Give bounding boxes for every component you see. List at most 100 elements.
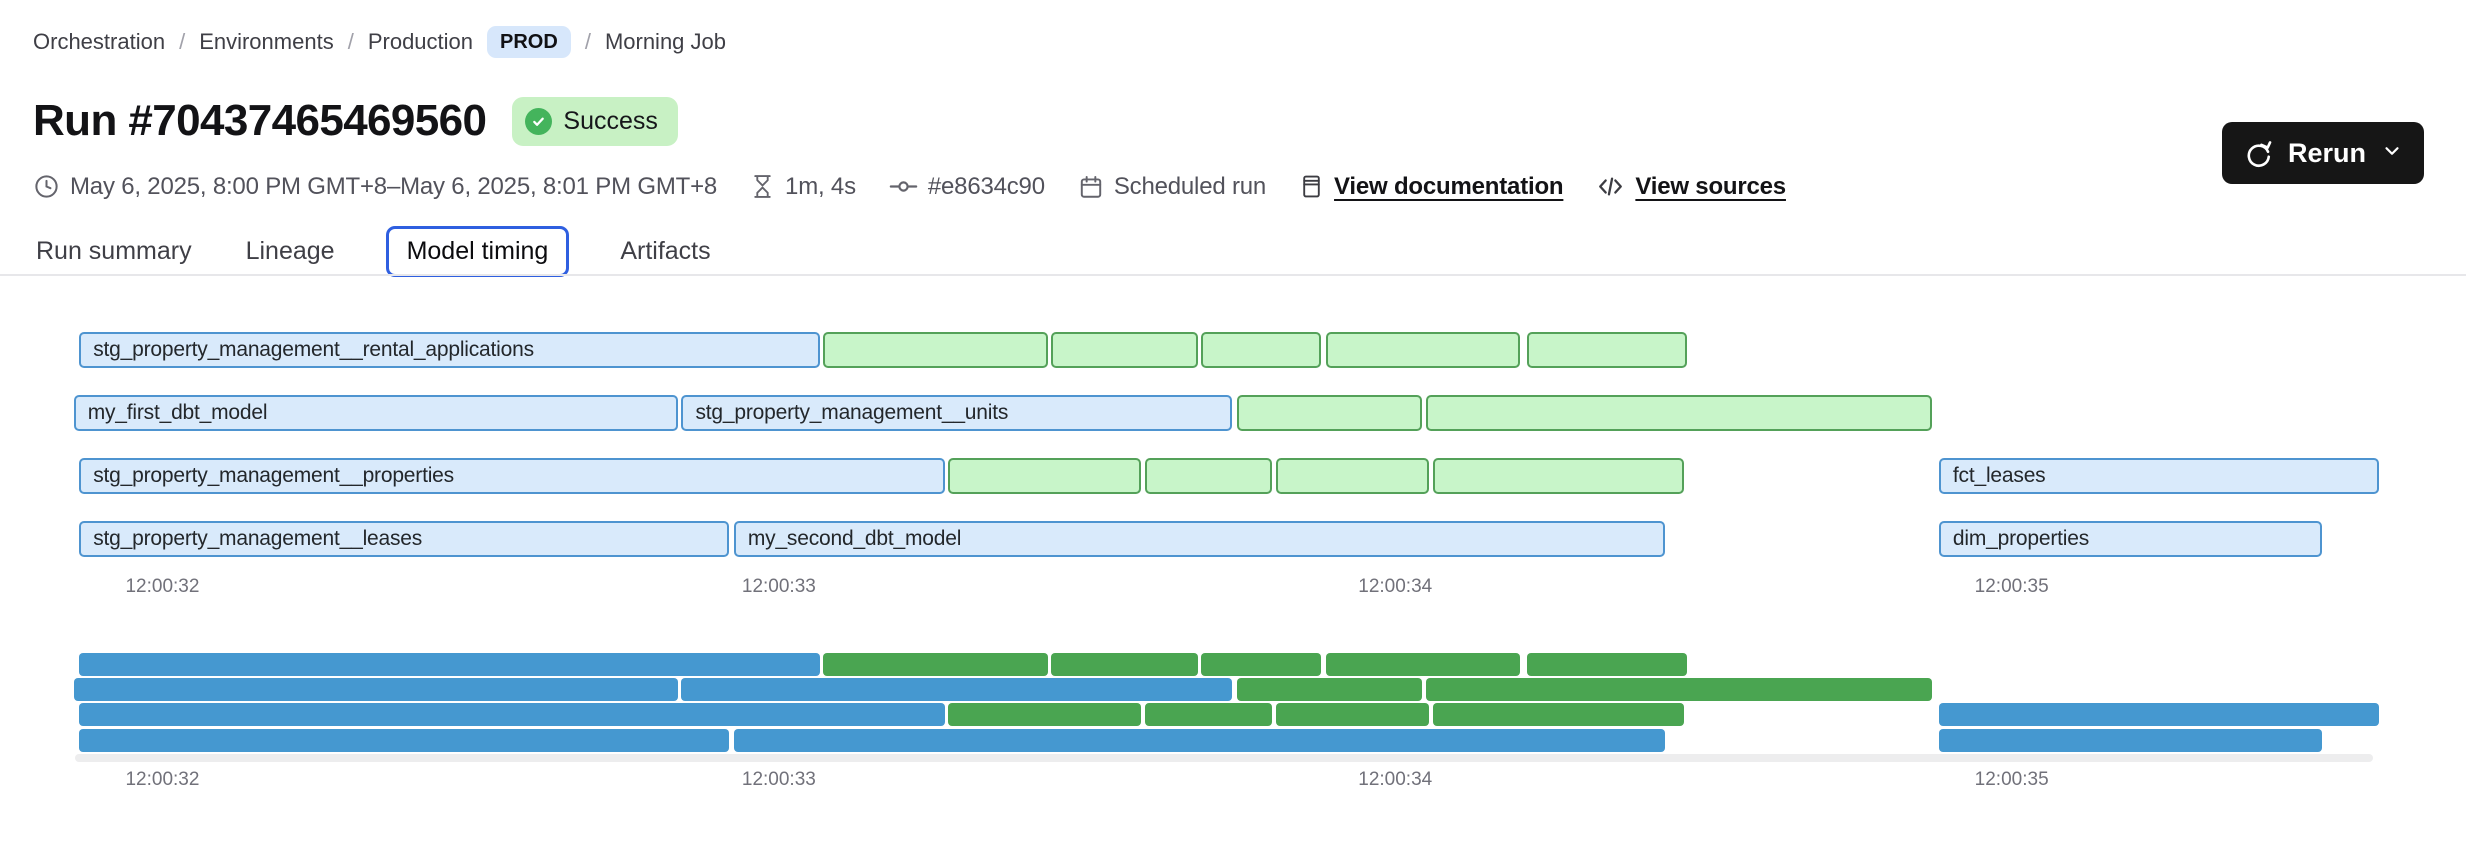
minimap-row <box>70 678 2400 702</box>
gantt-axis-tick: 12:00:32 <box>125 576 200 597</box>
minimap-row <box>70 653 2400 676</box>
breadcrumb-current: Morning Job <box>604 29 727 54</box>
tabs-divider <box>0 274 2466 276</box>
minimap-bar <box>1433 703 1685 727</box>
gantt-bar-stg_property_management__units[interactable]: stg_property_management__units <box>681 395 1232 431</box>
gantt-bar-label: my_second_dbt_model <box>747 527 962 550</box>
rerun-button[interactable]: Rerun <box>2221 122 2424 184</box>
meta-item-hourglass: 1m, 4s <box>750 173 856 201</box>
gantt-bar-label: my_first_dbt_model <box>87 401 268 424</box>
breadcrumb-separator: / <box>179 29 186 54</box>
gantt-bar-label: stg_property_management__units <box>695 401 1009 424</box>
minimap-bar <box>1326 653 1521 676</box>
minimap-bar <box>1426 678 1932 702</box>
minimap-bar <box>1050 653 1198 676</box>
breadcrumb-link-production[interactable]: Production <box>367 29 474 54</box>
meta-text: View documentation <box>1334 172 1564 200</box>
calendar-icon <box>1078 174 1104 200</box>
breadcrumb-separator: / <box>584 29 591 54</box>
gantt-bar-label: stg_property_management__leases <box>93 527 423 550</box>
minimap-row <box>70 728 2400 752</box>
minimap-bar <box>1938 703 2380 727</box>
document-icon <box>1299 174 1324 199</box>
minimap-bar <box>73 678 678 702</box>
gantt-bar[interactable] <box>1426 395 1932 431</box>
gantt-bar-label: dim_properties <box>1952 527 2090 550</box>
gantt-row: stg_property_management__properties fct_l… <box>70 458 2400 494</box>
gantt-bar[interactable] <box>947 458 1142 494</box>
gantt-bar[interactable] <box>1326 332 1521 368</box>
code-icon <box>1596 172 1625 201</box>
minimap-bar <box>1938 728 2322 752</box>
minimap-bar <box>733 728 1665 752</box>
gantt-time-axis: 12:00:32 12:00:33 12:00:34 12:00:35 <box>70 576 2400 600</box>
minimap-time-axis: 12:00:32 12:00:33 12:00:34 12:00:35 <box>70 769 2400 793</box>
success-check-icon <box>525 107 553 135</box>
breadcrumb-link-environments[interactable]: Environments <box>199 29 334 54</box>
minimap-bar <box>1526 653 1688 676</box>
gantt-bar-label: fct_leases <box>1952 464 2046 487</box>
meta-text: View sources <box>1635 172 1786 200</box>
gantt-bar-my_first_dbt_model[interactable]: my_first_dbt_model <box>73 395 678 431</box>
gantt-bar[interactable] <box>1145 458 1272 494</box>
tab-run-summary[interactable]: Run summary <box>36 237 192 265</box>
meta-text: 1m, 4s <box>785 172 856 200</box>
minimap-bar <box>1236 678 1423 702</box>
environment-badge: PROD <box>487 26 571 58</box>
gantt-bar[interactable] <box>822 332 1049 368</box>
meta-item-document[interactable]: View documentation <box>1299 172 1564 201</box>
gantt-bar-stg_property_management__leases[interactable]: stg_property_management__leases <box>79 521 729 557</box>
hourglass-icon <box>750 174 775 199</box>
gantt-bar-stg_property_management__rental_applications[interactable]: stg_property_management__rental_applicat… <box>79 332 820 368</box>
gantt-bar-label: stg_property_management__properties <box>93 464 454 487</box>
minimap-row <box>70 703 2400 727</box>
minimap-axis-tick: 12:00:32 <box>125 769 200 790</box>
meta-item-commit: #e8634c90 <box>889 172 1045 201</box>
clock-icon <box>33 173 60 200</box>
commit-icon <box>889 172 918 201</box>
gantt-bar-dim_properties[interactable]: dim_properties <box>1938 521 2322 557</box>
minimap-bar <box>822 653 1049 676</box>
minimap-axis-tick: 12:00:33 <box>741 769 816 790</box>
tab-lineage[interactable]: Lineage <box>245 237 335 265</box>
minimap-scroll-track[interactable] <box>75 754 2373 762</box>
minimap-bar <box>79 703 945 727</box>
run-title-text: Run #70437465469560 <box>33 96 487 145</box>
minimap-axis-tick: 12:00:35 <box>1974 769 2049 790</box>
gantt-bar-stg_property_management__properties[interactable]: stg_property_management__properties <box>79 458 945 494</box>
gantt-axis-tick: 12:00:34 <box>1358 576 1433 597</box>
gantt-bar[interactable] <box>1526 332 1688 368</box>
gantt-bar[interactable] <box>1433 458 1685 494</box>
refresh-icon <box>2243 138 2273 168</box>
gantt-bar-label: stg_property_management__rental_applicat… <box>93 338 534 361</box>
meta-item-clock: May 6, 2025, 8:00 PM GMT+8–May 6, 2025, … <box>33 173 717 201</box>
gantt-row: stg_property_management__rental_applicat… <box>70 332 2400 368</box>
meta-text: #e8634c90 <box>927 172 1045 200</box>
gantt-bar[interactable] <box>1276 458 1430 494</box>
tab-artifacts[interactable]: Artifacts <box>620 237 711 265</box>
gantt-bar-my_second_dbt_model[interactable]: my_second_dbt_model <box>733 521 1665 557</box>
breadcrumb: Orchestration / Environments / Production PRO… <box>33 26 726 58</box>
minimap-bar <box>681 678 1232 702</box>
tab-model-timing[interactable]: Model timing <box>385 226 570 277</box>
run-metadata-row: May 6, 2025, 8:00 PM GMT+8–May 6, 2025, … <box>33 172 1786 201</box>
breadcrumb-separator: / <box>347 29 354 54</box>
gantt-bar[interactable] <box>1201 332 1322 368</box>
minimap-bar <box>947 703 1142 727</box>
breadcrumb-link-orchestration[interactable]: Orchestration <box>33 29 166 54</box>
gantt-axis-tick: 12:00:35 <box>1974 576 2049 597</box>
meta-item-code[interactable]: View sources <box>1596 172 1786 201</box>
gantt-bar[interactable] <box>1050 332 1198 368</box>
minimap-bar <box>1201 653 1322 676</box>
gantt-row: my_first_dbt_model stg_property_managemen… <box>70 395 2400 431</box>
gantt-axis-tick: 12:00:33 <box>741 576 816 597</box>
minimap-bar <box>79 653 820 676</box>
timing-minimap[interactable] <box>70 653 2400 752</box>
status-badge: Success <box>512 96 678 146</box>
minimap-axis-tick: 12:00:34 <box>1358 769 1433 790</box>
rerun-label: Rerun <box>2287 137 2366 168</box>
chevron-down-icon[interactable] <box>2381 138 2403 169</box>
gantt-bar[interactable] <box>1236 395 1423 431</box>
meta-text: Scheduled run <box>1113 172 1267 200</box>
gantt-bar-fct_leases[interactable]: fct_leases <box>1938 458 2380 494</box>
